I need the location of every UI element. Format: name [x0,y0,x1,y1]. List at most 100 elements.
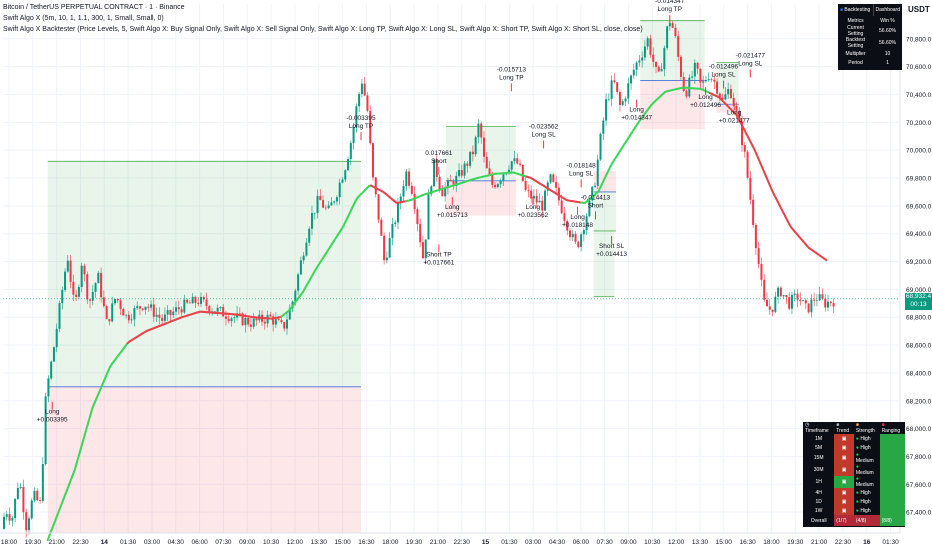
candle-body [646,38,649,47]
candle-body [685,91,688,97]
candle-body [199,296,202,304]
candle-body [593,185,596,187]
candle-body [194,296,197,303]
candle-body [677,36,680,57]
mtf-row: 5M ▣ ● High [803,443,905,452]
candle-body [255,318,258,321]
candle-body [568,230,571,238]
x-tick-label: 21:00 [430,539,447,546]
mtf-timeframe-value: 15M [813,455,824,461]
tab-backtesting-label: Backtesting [844,7,871,13]
mtf-strength-value: High [860,507,871,514]
candle-body [815,300,818,301]
x-tick-label: 01:30 [120,539,137,546]
candle-body [724,94,727,100]
y-tick-label: 70,400.0 [906,92,932,99]
signal-label-text: Long [629,107,644,114]
candle-body [721,97,724,100]
candle-body [5,514,8,517]
candle-body [108,319,111,322]
strength-dot-icon: ● [855,444,861,451]
indicator-legend-2[interactable]: Swift Algo X Backtester (Price Levels, 5… [3,26,643,33]
mtf-strength-value: High [860,435,871,442]
candle-body [430,186,433,195]
last-price-tag: 68,932.4 00:13 [905,293,932,310]
candle-body [804,300,807,304]
trend-box-icon: ▣ [841,498,847,505]
candle-body [163,314,166,321]
mtf-strength-value: Medium [855,458,874,464]
mtf-row: 1H ▣ ● Medium [803,476,905,488]
candle-body [768,306,771,310]
indicator-legend-1[interactable]: Swift Algo X (5m, 10, 1, 1.1, 300, 1, Sm… [3,15,164,22]
candle-body [205,299,208,307]
signal-label: Long+0.018148 [562,206,593,229]
y-tick-label: 68,200.0 [906,398,932,405]
strength-dot-icon: ● [855,489,861,496]
overall-trend-value: (1/7) [836,517,847,524]
ema-segment [89,406,94,416]
candle-body [130,319,133,321]
candle-body [577,241,580,247]
candle-body [19,486,22,488]
strength-icon: ■ [855,422,859,428]
tab-dashboard[interactable]: Dashboard [875,7,900,13]
mtf-strength-value: High [860,489,871,496]
candle-body [127,314,130,321]
signal-label: Long+0.003395 [37,401,68,424]
candle-body [710,79,713,80]
candle-body [122,308,125,316]
candle-body [729,89,732,98]
candle-body [469,151,472,166]
candle-body [305,242,308,256]
candle-body [100,272,103,298]
candle-body [574,233,577,242]
y-tick-label: 68,800.0 [906,315,932,322]
mtf-trend: ▣ [834,443,854,452]
mtf-timeframe: 1D [803,497,834,506]
candle-body [704,80,707,82]
candle-body [774,296,777,312]
candle-body [813,299,816,301]
currency-label[interactable]: USDT [908,5,930,14]
signal-label-text: +0.014413 [596,251,627,258]
candle-body [549,174,552,183]
candle-body [197,302,200,304]
candle-body [72,281,75,295]
signal-label-text: Long [445,204,460,211]
signal-label-text: +0.014347 [621,115,652,122]
mtf-timeframe-value: 4H [815,489,822,496]
signal-label-text: Long [45,409,60,416]
candle-body [818,294,821,301]
candle-body [802,300,805,302]
x-tick-label: 12:00 [287,539,304,546]
signal-label-text: -0.014347 [655,0,685,5]
candle-body [563,213,566,221]
candle-body [743,145,746,152]
candle-body [460,170,463,176]
x-tick-label: 18:00 [763,539,780,546]
candle-body [241,313,244,326]
signal-label-text: Short SL [599,243,625,250]
candle-body [571,233,574,238]
candle-body [280,320,283,323]
candle-body [338,182,341,198]
x-tick-label: 21:00 [49,539,66,546]
candle-body [47,378,50,397]
metric-label: Metrics [847,17,864,24]
mtf-strength: ● Medium [854,452,880,464]
tab-backtesting[interactable]: ■ Backtesting [838,4,874,16]
clock-icon: ◷ [805,422,810,428]
signal-label-text: Short [431,158,447,165]
candle-body [238,313,241,314]
x-tick-label: 16:30 [358,539,375,546]
header-timeframe-label: Timeframe [805,428,829,434]
signal-label-text: -0.012496 [709,64,739,71]
candle-body [172,311,175,316]
overall-trend: (1/7) [834,515,854,526]
